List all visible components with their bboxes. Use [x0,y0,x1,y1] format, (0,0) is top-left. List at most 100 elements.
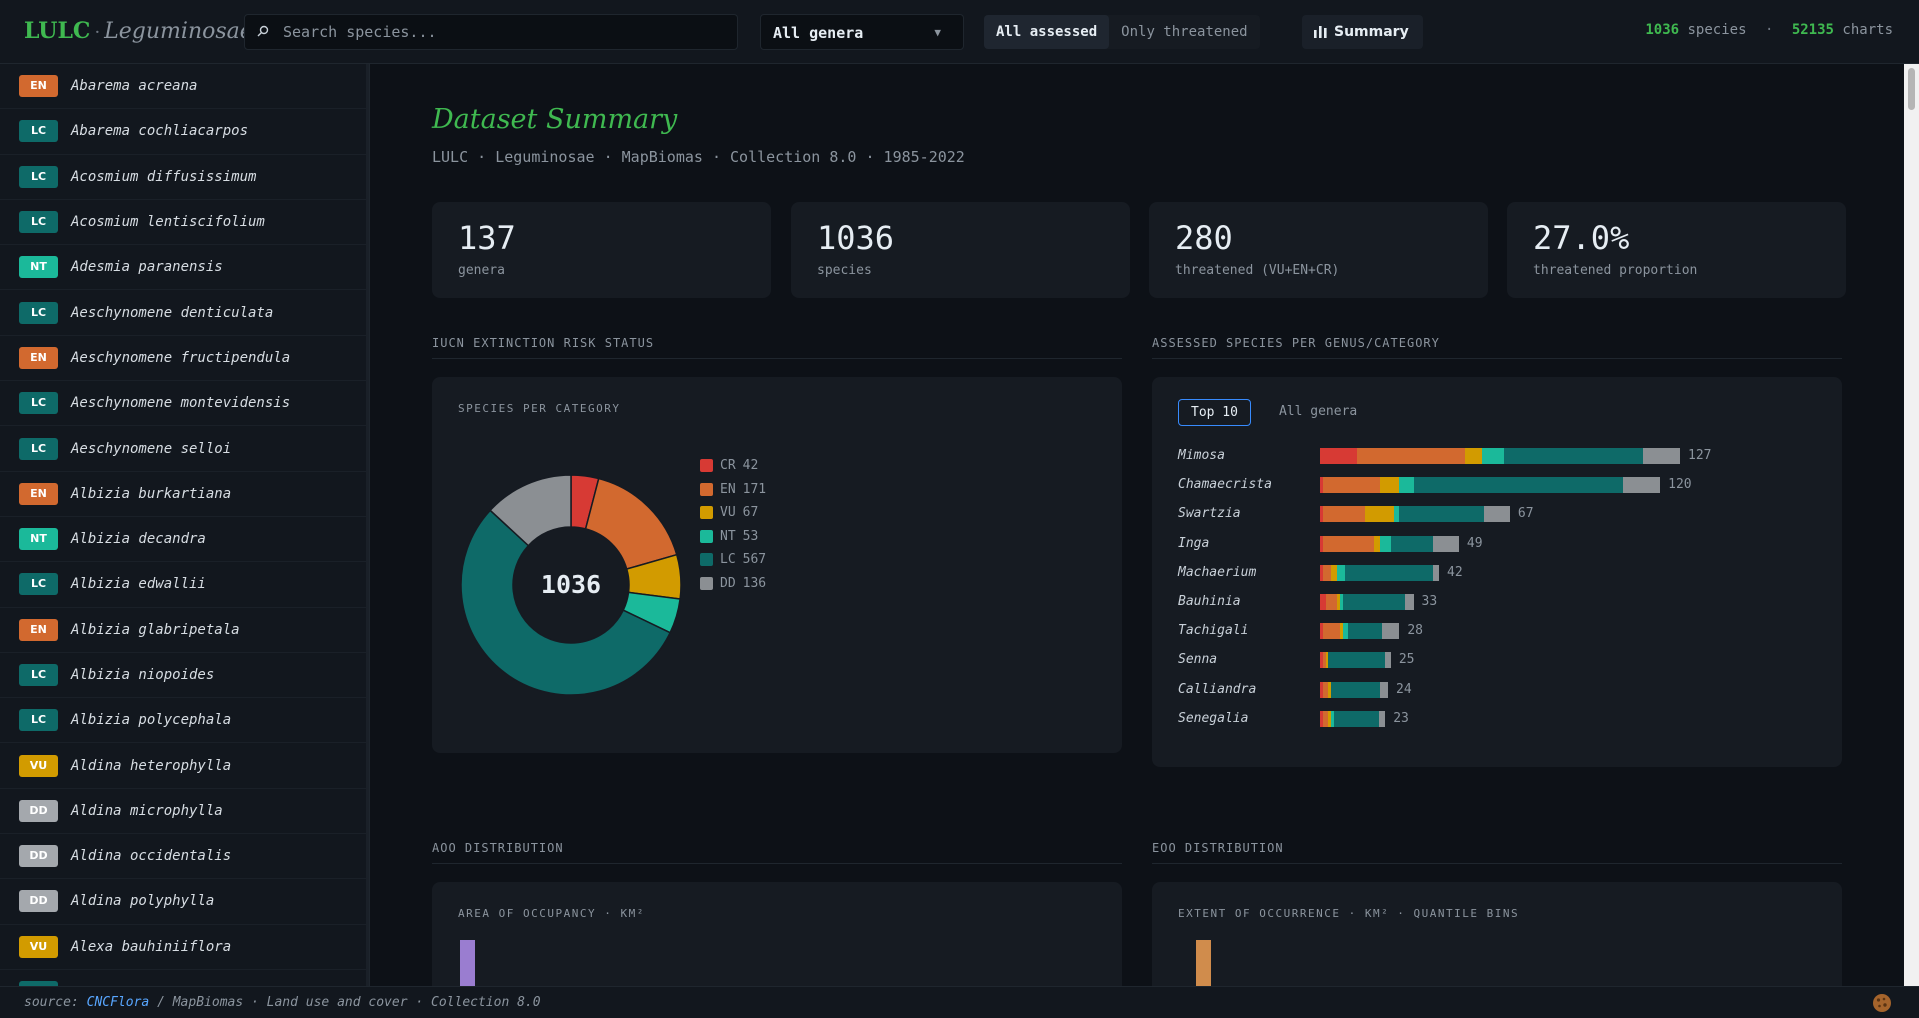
genus-bar-row[interactable]: Tachigali 28 [1178,622,1798,640]
species-list-item[interactable]: LC Aeschynomene selloi [0,426,369,472]
donut-slice-dd[interactable] [489,474,572,547]
genus-bar-row[interactable]: Inga 49 [1178,535,1798,553]
donut-total: 1036 [540,570,602,599]
iucn-status-badge: EN [19,346,58,369]
genus-name: Mimosa [1178,448,1225,463]
logo-separator: · [94,22,101,43]
genus-stacked-bar [1320,710,1386,727]
species-list: EN Abarema acreana LC Abarema cochliacarpos… [0,64,369,986]
legend-value: 567 [742,552,767,568]
genus-bar-row[interactable]: Mimosa 127 [1178,447,1798,465]
search-input[interactable] [283,15,723,49]
section-aoo-heading: AOO DISTRIBUTION [432,841,564,855]
legend-swatch [700,553,713,567]
species-list-item[interactable]: DD Aldina occidentalis [0,834,369,880]
search-box[interactable] [244,14,738,50]
bar-segment-vu [1325,652,1329,669]
main-scrollbar[interactable] [1904,64,1919,986]
bar-segment-cr [1320,681,1323,698]
bar-segment-vu [1373,535,1380,552]
iucn-status-badge: EN [19,482,58,505]
cookie-icon[interactable] [1871,992,1893,1014]
species-list-item[interactable]: LC Abarema cochliacarpos [0,109,369,155]
species-list-item[interactable]: LC Acosmium diffusissimum [0,155,369,200]
species-name: Aldina occidentalis [71,848,232,865]
search-icon [257,25,269,37]
genus-total: 42 [1447,564,1463,580]
legend-category: LC [720,552,736,568]
bar-segment-nt [1336,564,1346,581]
genus-select[interactable]: All genera ▼ [760,14,964,50]
section-divider [1152,358,1842,359]
legend-item-vu: VU 67 [700,501,766,525]
bar-segment-nt [1393,506,1400,523]
genus-bar-row[interactable]: Machaerium 42 [1178,564,1798,582]
species-list-item[interactable]: LC Aeschynomene denticulata [0,290,369,336]
charts-count: 52135 [1791,22,1834,38]
genus-name: Tachigali [1178,623,1249,639]
filter-all-assessed[interactable]: All assessed [984,15,1110,49]
bar-segment-cr [1320,594,1326,610]
genus-bar-row[interactable]: Senna 25 [1178,651,1798,669]
page-title: Dataset Summary [432,104,678,135]
iucn-status-badge: VU [19,935,58,958]
cncflora-link[interactable]: CNCFlora [86,995,150,1010]
legend-swatch [700,506,713,520]
genus-bar-row[interactable]: Chamaecrista 120 [1178,476,1798,494]
iucn-status-badge: LC [19,301,58,324]
bar-segment-vu [1464,448,1482,464]
bar-segment-dd [1433,564,1439,581]
species-list-item[interactable]: LC Albizia polycephala [0,698,369,744]
genus-total: 49 [1466,535,1483,551]
species-list-item[interactable]: DD Aldina polyphylla [0,879,369,925]
stat-label: threatened proportion [1533,263,1698,278]
sidebar-scrollbar[interactable] [366,64,369,986]
bar-segment-nt [1379,535,1391,552]
species-list-item[interactable]: NT Albizia decandra [0,517,369,563]
genus-stacked-bar [1320,535,1459,552]
donut-caption: SPECIES PER CATEGORY [458,402,621,415]
stat-value: 27.0% [1533,219,1630,257]
species-list-item[interactable]: LC [0,970,369,986]
species-list-item[interactable]: LC Albizia niopoides [0,653,369,699]
species-list-item[interactable]: LC Albizia edwallii [0,562,369,608]
species-list-item[interactable]: EN Aeschynomene fructipendula [0,336,369,382]
donut-slice-en[interactable] [584,477,678,570]
bar-segment-cr [1320,506,1323,523]
species-list-item[interactable]: VU Alexa bauhiniiflora [0,925,369,970]
tab-top-10[interactable]: Top 10 [1178,399,1251,426]
genus-bar-panel: Top 10 All genera Mimosa 127 Chamaecrista 1… [1152,377,1842,767]
bar-segment-en [1322,623,1340,640]
species-list-item[interactable]: EN Abarema acreana [0,64,369,110]
section-iucn-heading: IUCN EXTINCTION RISK STATUS [432,336,655,350]
species-list-item[interactable]: DD Aldina microphylla [0,789,369,835]
species-list-item[interactable]: VU Aldina heterophylla [0,743,369,789]
species-count-label: species [1687,22,1747,38]
legend-swatch [700,576,713,590]
aoo-caption: AREA OF OCCUPANCY · KM² [458,907,645,920]
species-list-item[interactable]: LC Aeschynomene montevidensis [0,381,369,427]
bar-segment-cr [1320,535,1323,552]
genus-stacked-bar [1320,448,1680,464]
filter-only-threatened[interactable]: Only threatened [1121,24,1248,40]
charts-count-label: charts [1842,22,1893,38]
species-list-item[interactable]: NT Adesmia paranensis [0,245,369,291]
genus-bar-row[interactable]: Bauhinia 33 [1178,593,1798,611]
tab-all-genera[interactable]: All genera [1278,404,1358,419]
scrollbar-thumb[interactable] [1908,68,1915,110]
genus-bar-row[interactable]: Senegalia 23 [1178,710,1798,728]
logo-text: LULC [24,18,91,44]
app-logo[interactable]: LULC · Leguminosae [24,18,253,44]
genus-bar-row[interactable]: Calliandra 24 [1178,681,1798,699]
species-list-item[interactable]: EN Albizia burkartiana [0,472,369,517]
counts-separator: · [1764,22,1774,38]
bar-segment-en [1322,710,1329,727]
aoo-panel: AREA OF OCCUPANCY · KM² [432,882,1122,986]
iucn-status-badge: LC [19,981,58,986]
genus-bar-row[interactable]: Swartzia 67 [1178,505,1798,523]
donut-slice-lc[interactable] [460,509,672,696]
summary-button[interactable]: Summary [1302,15,1423,49]
species-name: Aldina polyphylla [71,893,215,910]
species-list-item[interactable]: LC Acosmium lentiscifolium [0,200,369,246]
species-list-item[interactable]: EN Albizia glabripetala [0,608,369,653]
